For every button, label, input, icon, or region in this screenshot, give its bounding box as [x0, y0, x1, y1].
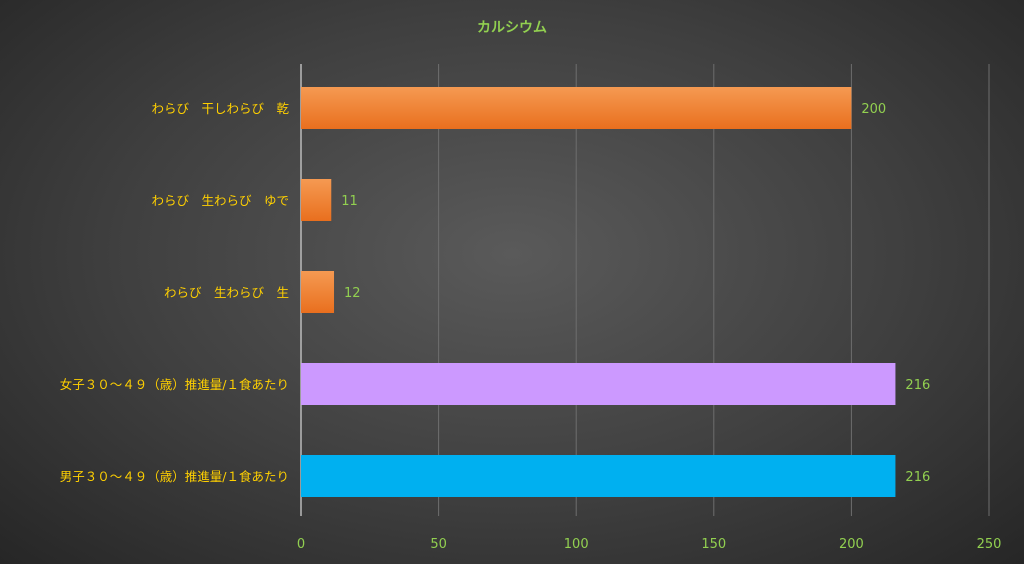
bar [301, 179, 332, 221]
x-tick-label: 150 [701, 537, 726, 552]
category-label: 女子３０～４９（歳）推進量/１食あたり [60, 377, 289, 392]
bar [301, 271, 335, 313]
category-label: 男子３０～４９（歳）推進量/１食あたり [60, 469, 289, 484]
data-label: 12 [344, 286, 361, 301]
data-label: 200 [861, 102, 886, 117]
x-tick-label: 250 [977, 537, 1002, 552]
bar [301, 363, 896, 405]
x-tick-label: 0 [297, 537, 305, 552]
data-label: 216 [905, 470, 930, 485]
bar [301, 455, 896, 497]
x-tick-label: 50 [430, 537, 447, 552]
data-label: 11 [341, 194, 358, 209]
chart-title: カルシウム [477, 20, 547, 36]
data-label: 216 [905, 378, 930, 393]
x-tick-label: 200 [839, 537, 864, 552]
labels: 0 50 100 150 200 250 わらび 干しわらび 乾 200 わらび 生わらび ゆで… [60, 101, 1002, 552]
x-tick-label: 100 [564, 537, 589, 552]
category-label: わらび 生わらび ゆで [151, 193, 289, 208]
grid-lines [300, 64, 990, 516]
bar [301, 87, 852, 129]
bars [301, 87, 896, 497]
category-label: わらび 生わらび 生 [164, 285, 289, 300]
category-label: わらび 干しわらび 乾 [151, 101, 289, 116]
